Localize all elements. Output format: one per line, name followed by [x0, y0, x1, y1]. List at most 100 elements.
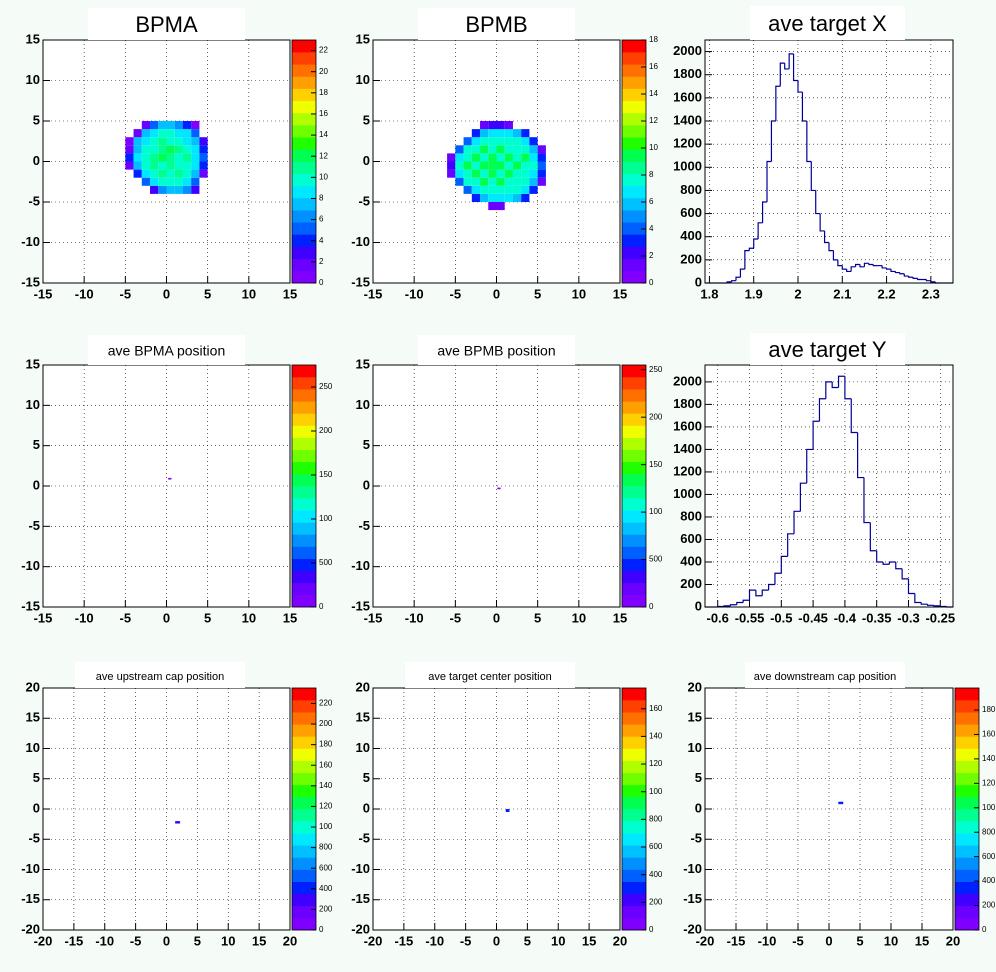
palette-band — [622, 377, 646, 390]
heat-cell — [521, 177, 530, 186]
y-tick-label: 5 — [695, 770, 702, 785]
y-tick-label: 5 — [33, 437, 40, 452]
heat-cell — [504, 137, 513, 146]
heat-cell — [529, 202, 537, 210]
x-tick-label: 5 — [524, 933, 531, 948]
histogram-bin — [739, 268, 745, 278]
heat-cell — [150, 185, 159, 194]
heat-cell — [182, 129, 192, 138]
heat-cell — [488, 153, 497, 162]
histogram-bin — [907, 578, 915, 595]
heat-cell — [166, 153, 175, 162]
histogram-bin — [894, 271, 900, 274]
palette-band — [622, 546, 646, 559]
x-tick-label: 5 — [204, 610, 211, 625]
palette-band — [292, 522, 316, 535]
histogram-bin — [819, 213, 825, 232]
palette-band — [622, 833, 646, 846]
palette-tick-label: 200 — [649, 412, 663, 421]
palette-tick-label: 0 — [319, 925, 324, 934]
palette-band — [955, 772, 979, 786]
histogram-bin — [920, 602, 928, 605]
y-tick-label: 2000 — [673, 373, 702, 388]
histogram-bin — [810, 161, 816, 192]
heat-cell — [504, 177, 513, 186]
x-tick-label: 2.2 — [878, 286, 896, 301]
palette-band — [622, 258, 646, 272]
heat-cell — [182, 177, 192, 186]
chart-title: ave target Y — [768, 337, 887, 362]
y-tick-label: 0 — [33, 477, 40, 492]
heat-cell — [158, 137, 167, 146]
palette-band — [622, 809, 646, 822]
palette-tick-label: 800 — [319, 843, 333, 852]
x-tick-label: 0 — [493, 933, 500, 948]
x-tick-label: -15 — [727, 933, 746, 948]
y-tick-label: 1400 — [673, 441, 702, 456]
heat-cell — [480, 185, 489, 194]
x-tick-label: 2.3 — [922, 286, 940, 301]
heat-cell — [521, 137, 530, 146]
histogram-bin — [748, 247, 754, 251]
x-tick-label: -0.3 — [897, 610, 919, 625]
y-tick-label: 10 — [356, 740, 370, 755]
palette-band — [292, 498, 316, 511]
y-tick-label: -20 — [21, 921, 40, 936]
heat-cell — [191, 185, 200, 194]
heat-cell — [464, 121, 472, 129]
heat-cell — [488, 145, 497, 154]
palette-band — [292, 905, 316, 919]
heat-cell — [512, 153, 522, 162]
chart-title: ave upstream cap position — [96, 671, 224, 683]
palette-band — [292, 40, 316, 53]
heat-cell — [158, 121, 167, 130]
x-tick-label: -20 — [696, 933, 715, 948]
palette-band — [292, 809, 316, 822]
palette-tick-label: 200 — [319, 426, 333, 435]
heat-cell — [125, 153, 134, 162]
heat-cell — [471, 161, 481, 170]
histogram-bin — [916, 278, 922, 281]
heat-cell — [142, 186, 150, 194]
palette-tick-label: 100 — [649, 787, 663, 796]
histogram-bin — [844, 376, 852, 400]
histogram-bin — [863, 262, 869, 267]
heat-cell — [133, 129, 142, 138]
x-tick-label: 10 — [572, 610, 586, 625]
heat-cell — [496, 161, 505, 170]
heat-cell — [521, 193, 530, 202]
palette-band — [955, 857, 979, 870]
heat-cell — [133, 161, 142, 170]
heat-cell — [150, 129, 159, 138]
heat-cell — [166, 161, 175, 170]
y-tick-label: 1400 — [673, 112, 702, 127]
heat-cell — [538, 202, 546, 210]
heat-cell — [182, 153, 192, 162]
palette-tick-label: 400 — [982, 876, 996, 885]
heat-cell — [464, 129, 472, 137]
y-tick-label: 15 — [26, 31, 40, 46]
y-tick-label: -15 — [21, 598, 40, 613]
y-tick-label: 15 — [356, 710, 370, 725]
heat-cell — [125, 170, 133, 178]
title-box — [88, 335, 245, 365]
y-tick-label: 15 — [26, 710, 40, 725]
palette-border — [954, 687, 980, 931]
y-tick-label: 0 — [363, 800, 370, 815]
y-tick-label: 10 — [356, 397, 370, 412]
palette-band — [622, 473, 646, 487]
heat-cell — [488, 185, 497, 194]
heat-cell — [455, 137, 463, 145]
x-tick-label: -20 — [34, 933, 53, 948]
palette-tick-label: 0 — [319, 602, 324, 611]
heat-cell — [133, 145, 142, 154]
histogram-bin — [868, 263, 874, 266]
heat-cell — [447, 145, 455, 153]
palette-tick-label: 14 — [649, 89, 658, 98]
x-tick-label: -20 — [364, 933, 383, 948]
y-tick-label: 2000 — [673, 43, 702, 58]
palette-tick-label: 4 — [649, 224, 654, 233]
heat-cell — [447, 161, 456, 170]
palette-tick-label: 150 — [649, 460, 663, 469]
heat-cell — [529, 137, 538, 146]
